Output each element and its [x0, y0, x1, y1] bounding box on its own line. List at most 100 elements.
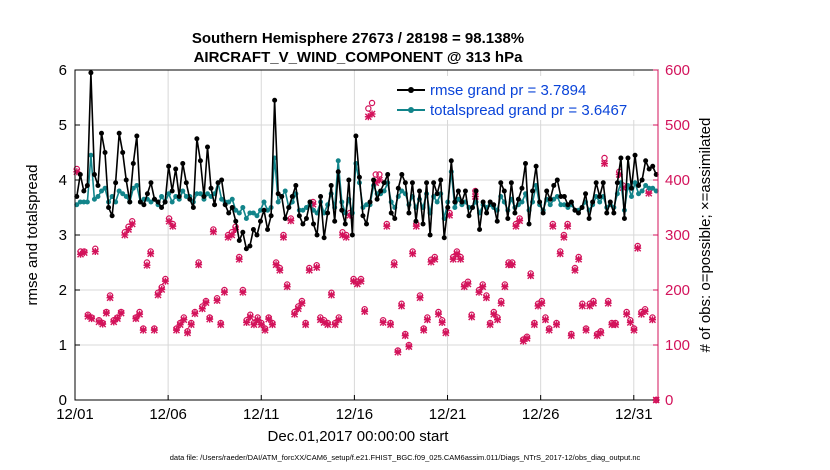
obs-assimilated-marker — [589, 299, 597, 307]
obs-assimilated-marker — [268, 321, 276, 329]
obs-assimilated-marker — [217, 321, 225, 329]
obs-assimilated-marker — [516, 217, 524, 225]
spread-point — [593, 194, 599, 199]
spread-point — [629, 194, 634, 199]
x-axis-label: Dec.01,2017 00:00:00 start — [268, 428, 450, 445]
spread-point — [77, 199, 83, 205]
rmse-point — [547, 196, 553, 202]
rmse-point — [607, 199, 613, 205]
spread-point — [381, 188, 387, 194]
spread-point — [632, 180, 638, 186]
obs-assimilated-marker — [313, 263, 321, 271]
rmse-point — [523, 161, 528, 166]
spread-point — [194, 191, 200, 197]
y-left-axis-ticks: 0 1 2 3 4 5 6 — [59, 62, 80, 409]
obs-assimilated-marker — [184, 329, 192, 337]
rmse-point — [166, 163, 172, 169]
spread-point — [247, 210, 253, 216]
rmse-point — [643, 158, 649, 164]
spread-point — [236, 210, 242, 216]
obs-assimilated-marker — [490, 310, 498, 318]
y-left-tick-label: 0 — [59, 392, 67, 409]
obs-assimilated-marker — [195, 261, 203, 269]
obs-assimilated-marker — [91, 248, 99, 255]
obs-assimilated-marker — [512, 222, 520, 230]
spread-point — [364, 202, 369, 208]
rmse-point — [134, 133, 140, 139]
y-left-tick-label: 6 — [59, 62, 67, 79]
spread-point — [197, 191, 203, 197]
obs-assimilated-marker — [464, 280, 472, 288]
rmse-point — [321, 235, 327, 241]
spread-point — [120, 191, 126, 197]
spread-point — [88, 152, 94, 158]
rmse-point — [441, 235, 447, 241]
rmse-point — [639, 177, 645, 183]
obs-assimilated-marker — [272, 261, 280, 269]
rmse-point — [431, 180, 437, 186]
obs-assimilated-marker — [139, 326, 147, 334]
rmse-point — [74, 194, 80, 199]
obs-assimilated-marker — [626, 318, 634, 326]
obs-assimilated-marker — [202, 299, 210, 307]
rmse-point — [551, 183, 557, 188]
rmse-point — [381, 180, 387, 186]
rmse-point — [572, 207, 578, 213]
rmse-point — [222, 202, 228, 208]
rmse-point — [155, 199, 161, 205]
x-tick-label: 12/11 — [243, 406, 279, 423]
rmse-point — [374, 196, 380, 202]
spread-point — [169, 199, 175, 205]
rmse-point — [576, 210, 581, 216]
rmse-point — [583, 191, 589, 197]
obs-assimilated-marker — [648, 316, 656, 324]
rmse-point — [335, 169, 341, 175]
spread-point — [561, 202, 567, 208]
spread-point — [551, 196, 557, 202]
obs-assimilated-marker — [143, 261, 151, 269]
series-lines — [74, 70, 659, 252]
rmse-point — [568, 199, 574, 205]
rmse-point — [544, 188, 550, 194]
obs-assimilated-marker — [257, 321, 265, 329]
obs-assimilated-marker — [165, 217, 173, 225]
spread-point — [554, 194, 560, 199]
spread-point — [452, 205, 458, 210]
rmse-point — [205, 144, 210, 150]
obs-assimilated-marker — [379, 318, 387, 326]
obs-assimilated-marker — [578, 302, 586, 310]
obs-assimilated-marker — [176, 321, 184, 329]
rmse-point — [169, 188, 175, 194]
obs-assimilated-marker — [604, 299, 612, 307]
rmse-point — [159, 205, 165, 210]
legend-spread-marker — [408, 107, 414, 113]
rmse-point — [388, 210, 394, 216]
rmse-point — [88, 70, 94, 76]
rmse-point — [173, 166, 179, 172]
obs-assimilated-marker — [361, 307, 369, 315]
rmse-point — [494, 218, 500, 224]
obs-assimilated-marker — [106, 294, 114, 302]
spread-point — [84, 199, 90, 205]
obs-assimilated-marker — [331, 321, 339, 329]
spread-point — [547, 202, 553, 208]
spread-point — [91, 196, 97, 202]
rmse-point — [265, 227, 271, 232]
y-left-tick-label: 1 — [59, 337, 67, 354]
obs-assimilated-marker — [206, 315, 214, 323]
spread-point — [643, 183, 649, 188]
rmse-point — [176, 194, 182, 199]
rmse-point — [226, 210, 232, 216]
obs-assimilated-marker — [357, 277, 365, 285]
rmse-point — [215, 180, 221, 186]
rmse-point — [505, 216, 511, 221]
legend: rmse grand pr = 3.7894 totalspread grand… — [392, 76, 650, 120]
spread-point — [95, 194, 101, 199]
legend-rmse-marker — [408, 87, 414, 93]
spread-point — [335, 158, 341, 164]
rmse-point — [296, 213, 302, 219]
obs-assimilated-marker — [298, 299, 306, 307]
rmse-point — [565, 202, 571, 208]
obs-assimilated-marker — [327, 291, 335, 299]
rmse-point — [116, 130, 122, 136]
